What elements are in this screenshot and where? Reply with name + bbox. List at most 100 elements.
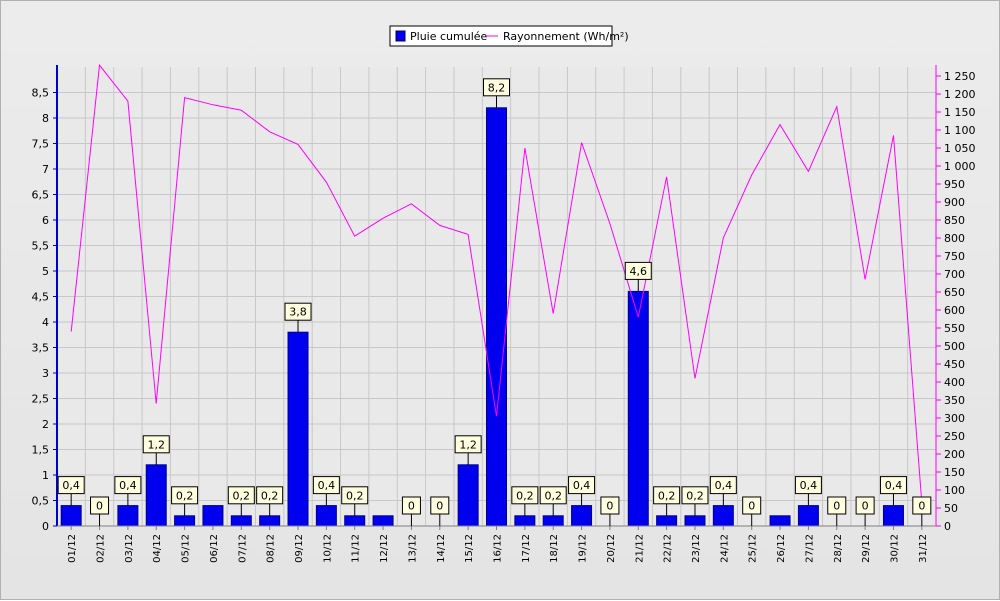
data-label: 0,2 — [516, 489, 534, 502]
axes: 0 0,5 1 1,5 2 2,5 3 3,5 4 4,5 5 5,5 6 6,5 7 7,5 8 8,5 0 50 1… — [32, 65, 976, 563]
data-label: 0 — [918, 500, 925, 513]
right-tick-label: 250 — [944, 430, 965, 443]
x-tick-label: 04/12 — [152, 534, 163, 563]
x-tick-label: 10/12 — [322, 534, 333, 563]
data-label-box — [430, 496, 450, 515]
bar — [486, 107, 507, 527]
left-tick-label: 3 — [42, 367, 49, 380]
data-label: 0,2 — [346, 489, 364, 502]
data-label: 0,2 — [261, 489, 279, 502]
x-tick-label: 27/12 — [804, 534, 815, 563]
left-tick-label: 1,5 — [32, 444, 50, 457]
x-tick-label: 18/12 — [549, 534, 560, 563]
x-tick-label: 23/12 — [691, 534, 702, 563]
data-label-box — [855, 496, 875, 515]
data-label: 8,2 — [488, 81, 506, 94]
x-tick-label: 13/12 — [407, 534, 418, 563]
right-tick-label: 700 — [944, 268, 965, 281]
x-tick-label: 08/12 — [266, 534, 277, 563]
data-label-box — [539, 486, 567, 505]
legend: Pluie cumulée Rayonnement (Wh/m²) — [389, 25, 629, 47]
right-tick-label: 150 — [944, 466, 965, 479]
x-tick-label: 24/12 — [719, 534, 730, 563]
x-tick-label: 05/12 — [181, 534, 192, 563]
bar — [542, 515, 564, 527]
right-tick-label: 850 — [944, 214, 965, 227]
data-label-box — [227, 486, 255, 505]
x-tick-label: 06/12 — [209, 534, 220, 563]
data-label-box — [709, 476, 737, 495]
bar — [230, 515, 252, 527]
data-label-box — [341, 486, 369, 505]
data-label: 0 — [748, 500, 755, 513]
bar — [145, 464, 167, 527]
data-label: 0,4 — [800, 479, 818, 492]
bar — [571, 505, 593, 527]
right-tick-label: 750 — [944, 250, 965, 263]
data-label: 0 — [408, 500, 415, 513]
data-label: 0 — [96, 500, 103, 513]
data-label: 0,4 — [885, 479, 903, 492]
right-tick-label: 300 — [944, 412, 965, 425]
data-label-box — [454, 435, 482, 454]
bar — [712, 505, 734, 527]
right-tick-label: 450 — [944, 358, 965, 371]
legend-box — [389, 25, 613, 47]
bar — [174, 515, 196, 527]
data-label-box — [57, 476, 85, 495]
left-tick-label: 5,5 — [32, 240, 50, 253]
data-label-box — [568, 476, 596, 495]
right-tick-label: 1 000 — [944, 160, 976, 173]
left-tick-label: 8 — [42, 112, 49, 125]
data-label: 0,4 — [119, 479, 137, 492]
bars — [60, 107, 904, 527]
bar — [372, 515, 394, 527]
data-label-box — [114, 476, 142, 495]
x-tick-label: 12/12 — [379, 534, 390, 563]
data-label-box — [142, 435, 170, 454]
right-tick-label: 800 — [944, 232, 965, 245]
left-tick-label: 1 — [42, 469, 49, 482]
data-label-box — [312, 476, 340, 495]
right-tick-label: 1 200 — [944, 88, 976, 101]
right-tick-label: 600 — [944, 304, 965, 317]
data-label: 0,2 — [658, 489, 676, 502]
right-tick-label: 400 — [944, 376, 965, 389]
left-tick-label: 3,5 — [32, 342, 50, 355]
right-tick-label: 550 — [944, 322, 965, 335]
bar — [344, 515, 366, 527]
x-tick-label: 30/12 — [889, 534, 900, 563]
data-label-box — [653, 486, 681, 505]
data-label: 1,2 — [459, 438, 477, 451]
bar — [656, 515, 678, 527]
bar — [202, 505, 224, 527]
data-label-box — [284, 302, 312, 321]
x-tick-label: 11/12 — [351, 534, 362, 563]
bar — [315, 505, 337, 527]
left-tick-label: 7,5 — [32, 138, 50, 151]
x-tick-label: 01/12 — [67, 534, 78, 563]
right-tick-label: 0 — [944, 520, 951, 533]
x-tick-label: 03/12 — [124, 534, 135, 563]
data-label-box — [171, 486, 199, 505]
data-label: 3,8 — [289, 306, 307, 319]
right-tick-label: 200 — [944, 448, 965, 461]
right-tick-label: 100 — [944, 484, 965, 497]
data-label: 0 — [833, 500, 840, 513]
x-tick-label: 29/12 — [861, 534, 872, 563]
x-tick-label: 25/12 — [748, 534, 759, 563]
x-tick-label: 28/12 — [833, 534, 844, 563]
x-tick-label: 16/12 — [493, 534, 504, 563]
bar — [627, 290, 649, 527]
data-label: 0,2 — [686, 489, 704, 502]
right-tick-label: 1 250 — [944, 70, 976, 83]
data-label: 0,4 — [573, 479, 591, 492]
x-tick-label: 02/12 — [96, 534, 107, 563]
data-label-box — [90, 496, 110, 515]
right-tick-label: 50 — [944, 502, 958, 515]
left-tick-label: 0,5 — [32, 495, 50, 508]
right-tick-label: 1 150 — [944, 106, 976, 119]
radiation-line-layer — [70, 63, 923, 503]
data-label: 0,4 — [318, 479, 336, 492]
